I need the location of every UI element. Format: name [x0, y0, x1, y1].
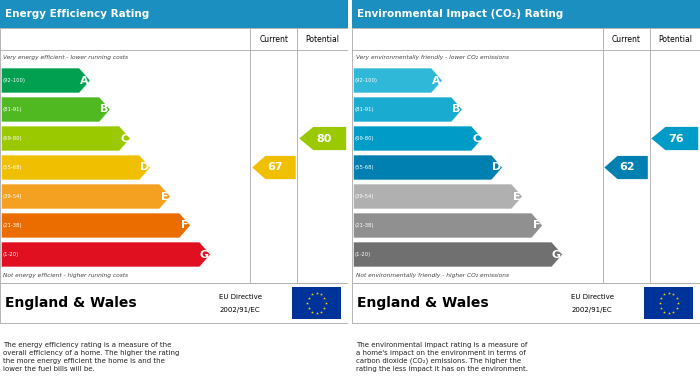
Text: (55-68): (55-68) — [2, 165, 22, 170]
Text: A: A — [80, 75, 88, 86]
Text: 76: 76 — [668, 133, 684, 143]
FancyBboxPatch shape — [352, 0, 700, 28]
Polygon shape — [1, 184, 170, 209]
Text: B: B — [100, 104, 108, 115]
Polygon shape — [299, 127, 346, 150]
Text: EU Directive: EU Directive — [571, 294, 615, 300]
Text: (1-20): (1-20) — [2, 252, 19, 257]
Text: B: B — [452, 104, 461, 115]
Text: (21-38): (21-38) — [2, 223, 22, 228]
Text: Not environmentally friendly - higher CO₂ emissions: Not environmentally friendly - higher CO… — [356, 273, 509, 278]
FancyBboxPatch shape — [0, 0, 348, 28]
Polygon shape — [354, 242, 563, 267]
Text: The environmental impact rating is a measure of
a home's impact on the environme: The environmental impact rating is a mea… — [356, 342, 528, 372]
Text: Current: Current — [612, 34, 640, 43]
Text: Energy Efficiency Rating: Energy Efficiency Rating — [5, 9, 150, 19]
Text: D: D — [140, 163, 149, 172]
Polygon shape — [1, 126, 130, 151]
Text: Very energy efficient - lower running costs: Very energy efficient - lower running co… — [4, 55, 129, 60]
FancyBboxPatch shape — [292, 287, 341, 319]
Text: (69-80): (69-80) — [2, 136, 22, 141]
Polygon shape — [1, 213, 190, 238]
Text: (81-91): (81-91) — [2, 107, 22, 112]
Polygon shape — [1, 242, 211, 267]
Text: G: G — [200, 249, 209, 260]
Text: 67: 67 — [267, 163, 283, 172]
Polygon shape — [354, 184, 522, 209]
Text: D: D — [492, 163, 501, 172]
Text: (92-100): (92-100) — [354, 78, 377, 83]
Text: (39-54): (39-54) — [2, 194, 22, 199]
Text: E: E — [512, 192, 520, 201]
Text: (92-100): (92-100) — [2, 78, 25, 83]
Text: (21-38): (21-38) — [354, 223, 374, 228]
Text: 80: 80 — [316, 133, 332, 143]
FancyBboxPatch shape — [352, 28, 700, 283]
Text: Potential: Potential — [658, 34, 692, 43]
FancyBboxPatch shape — [352, 283, 700, 323]
Polygon shape — [354, 68, 442, 93]
Text: (1-20): (1-20) — [354, 252, 371, 257]
Polygon shape — [651, 127, 699, 150]
Polygon shape — [1, 97, 110, 122]
Polygon shape — [354, 97, 462, 122]
Text: Current: Current — [260, 34, 288, 43]
Text: Very environmentally friendly - lower CO₂ emissions: Very environmentally friendly - lower CO… — [356, 55, 509, 60]
Text: (81-91): (81-91) — [354, 107, 374, 112]
Text: E: E — [160, 192, 168, 201]
Polygon shape — [354, 155, 503, 180]
Text: G: G — [552, 249, 561, 260]
Text: England & Wales: England & Wales — [5, 296, 136, 310]
Text: F: F — [181, 221, 188, 231]
Text: EU Directive: EU Directive — [219, 294, 262, 300]
FancyBboxPatch shape — [0, 283, 348, 323]
Text: 2002/91/EC: 2002/91/EC — [571, 307, 612, 313]
Text: 2002/91/EC: 2002/91/EC — [219, 307, 260, 313]
Text: Not energy efficient - higher running costs: Not energy efficient - higher running co… — [4, 273, 129, 278]
Text: C: C — [120, 133, 128, 143]
Polygon shape — [1, 155, 150, 180]
FancyBboxPatch shape — [348, 0, 352, 391]
Polygon shape — [354, 126, 482, 151]
Polygon shape — [252, 156, 295, 179]
Text: 62: 62 — [620, 163, 635, 172]
Text: Environmental Impact (CO₂) Rating: Environmental Impact (CO₂) Rating — [357, 9, 564, 19]
Text: C: C — [473, 133, 480, 143]
Text: England & Wales: England & Wales — [357, 296, 489, 310]
Polygon shape — [1, 68, 90, 93]
Text: Potential: Potential — [306, 34, 340, 43]
FancyBboxPatch shape — [644, 287, 693, 319]
Polygon shape — [604, 156, 648, 179]
Polygon shape — [354, 213, 542, 238]
FancyBboxPatch shape — [0, 28, 348, 283]
Text: (55-68): (55-68) — [354, 165, 374, 170]
Text: (39-54): (39-54) — [354, 194, 374, 199]
Text: A: A — [432, 75, 440, 86]
Text: F: F — [533, 221, 540, 231]
Text: (69-80): (69-80) — [354, 136, 374, 141]
Text: The energy efficiency rating is a measure of the
overall efficiency of a home. T: The energy efficiency rating is a measur… — [4, 342, 180, 372]
